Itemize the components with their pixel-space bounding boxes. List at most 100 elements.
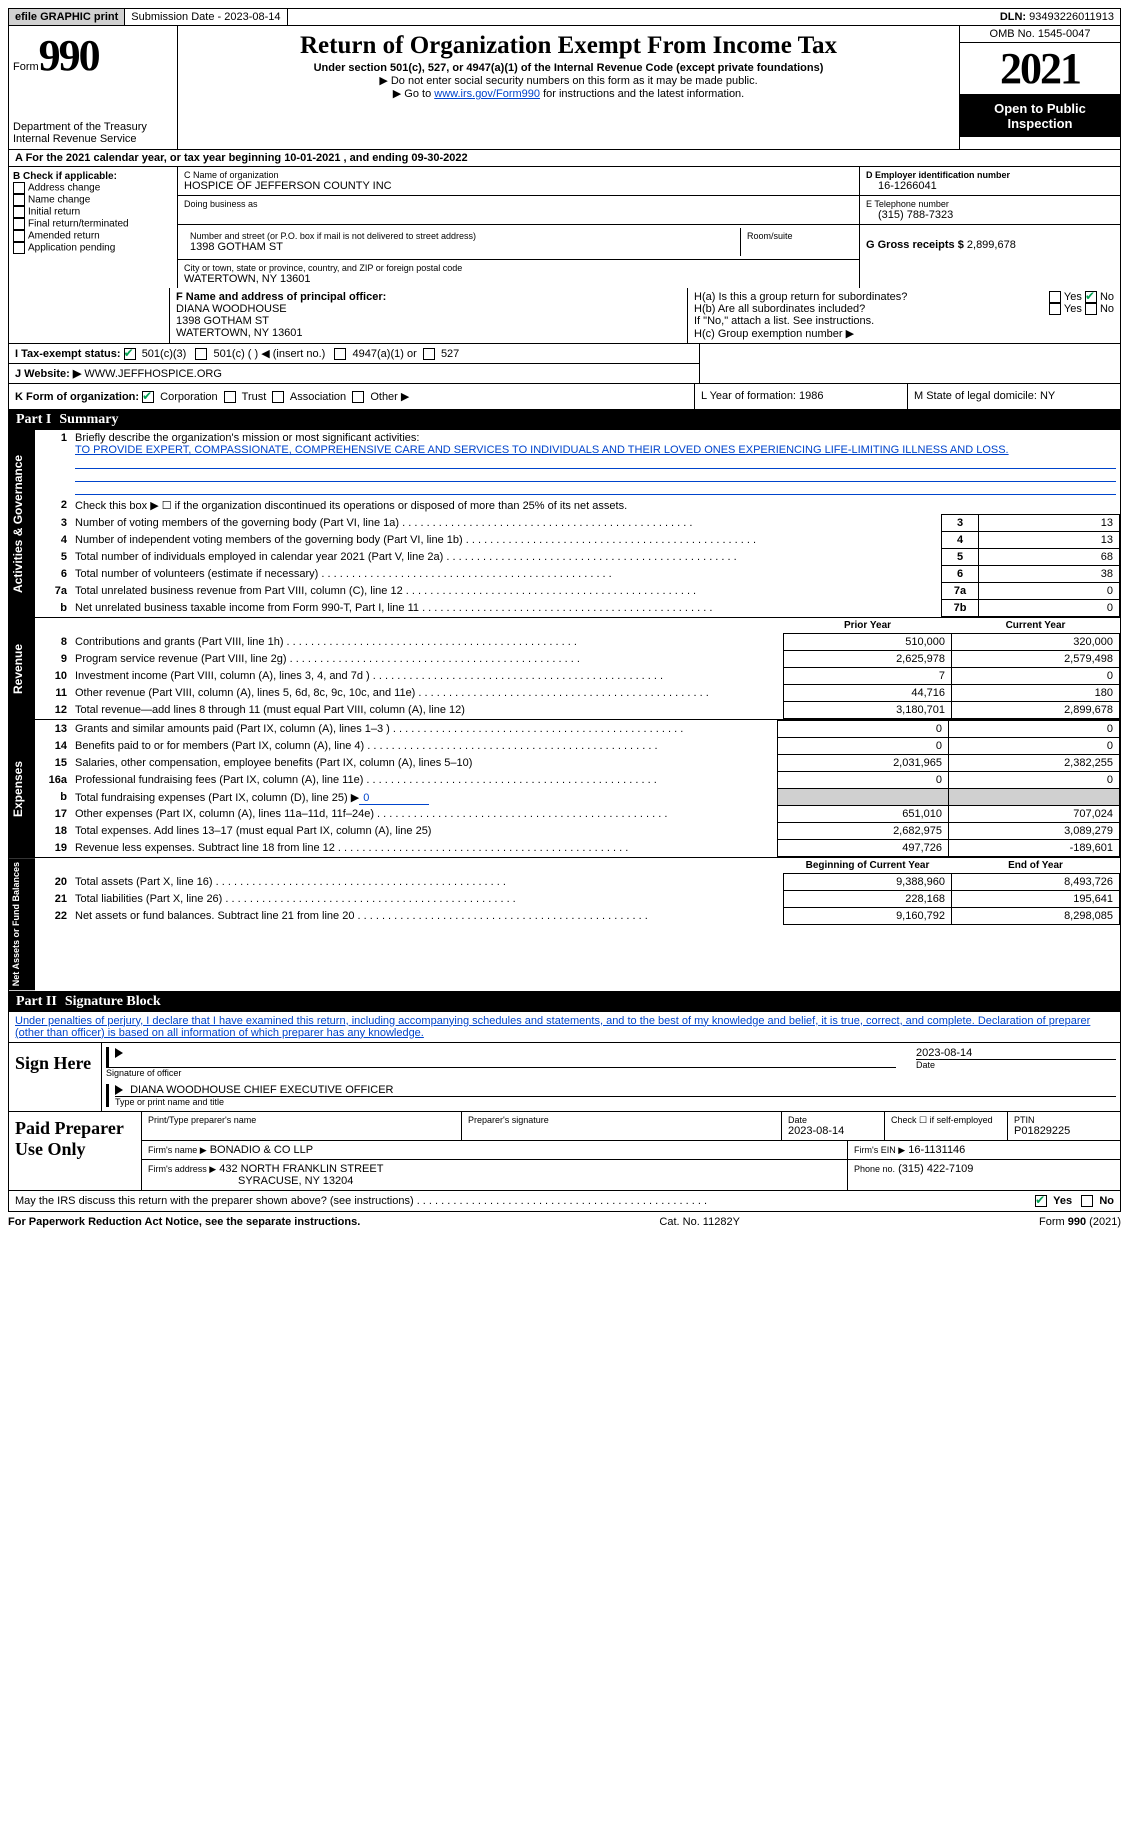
line18-current: 3,089,279 (949, 823, 1120, 840)
h-b-label: H(b) Are all subordinates included? (694, 303, 865, 315)
checkbox-trust[interactable] (224, 391, 236, 403)
checkbox-ha-yes[interactable] (1049, 291, 1061, 303)
label-yes-2: Yes (1064, 303, 1082, 315)
checkbox-association[interactable] (272, 391, 284, 403)
line6-label: Total number of volunteers (estimate if … (71, 566, 942, 583)
checkbox-name-change[interactable] (13, 194, 25, 206)
label-type-print: Type or print name and title (115, 1097, 1116, 1107)
line3-value: 13 (979, 515, 1120, 532)
label-firm-name: Firm's name ▶ (148, 1145, 207, 1155)
officer-name-title: DIANA WOODHOUSE CHIEF EXECUTIVE OFFICER (130, 1084, 393, 1096)
vtab-expenses: Expenses (9, 720, 35, 857)
dba-value (184, 209, 853, 221)
checkbox-4947[interactable] (334, 348, 346, 360)
checkbox-ha-no[interactable] (1085, 291, 1097, 303)
dept-treasury: Department of the Treasury Internal Reve… (13, 121, 173, 145)
label-principal-officer: F Name and address of principal officer: (176, 291, 386, 303)
checkbox-final-return[interactable] (13, 218, 25, 230)
line14-current: 0 (949, 738, 1120, 755)
checkbox-hb-yes[interactable] (1049, 303, 1061, 315)
row-a-tax-year: A For the 2021 calendar year, or tax yea… (8, 150, 1121, 167)
h-c-label: H(c) Group exemption number ▶ (694, 327, 1114, 340)
label-tax-status: I Tax-exempt status: (15, 348, 121, 360)
ein-value: 16-1266041 (866, 180, 1114, 192)
line19-label: Revenue less expenses. Subtract line 18 … (71, 840, 778, 857)
label-name-change: Name change (28, 195, 90, 206)
label-preparer-name: Print/Type preparer's name (148, 1115, 455, 1125)
checkbox-amended-return[interactable] (13, 230, 25, 242)
checkbox-discuss-yes[interactable] (1035, 1195, 1047, 1207)
label-address-change: Address change (28, 183, 100, 194)
tax-year: 2021 (960, 43, 1120, 95)
label-gross-receipts: G Gross receipts $ (866, 239, 964, 251)
mission-text[interactable]: TO PROVIDE EXPERT, COMPASSIONATE, COMPRE… (75, 444, 1009, 456)
line21-end: 195,641 (952, 891, 1120, 908)
line19-current: -189,601 (949, 840, 1120, 857)
note-goto: ▶ Go to www.irs.gov/Form990 for instruct… (186, 87, 951, 100)
note-goto-post: for instructions and the latest informat… (540, 88, 744, 100)
h-b-note: If "No," attach a list. See instructions… (694, 315, 1114, 327)
k-l-m-row: K Form of organization: Corporation Trus… (8, 384, 1121, 410)
page-footer: For Paperwork Reduction Act Notice, see … (8, 1212, 1121, 1232)
sign-here-block: Sign Here Signature of officer 2023-08-1… (8, 1043, 1121, 1112)
line13-current: 0 (949, 721, 1120, 738)
label-phone: E Telephone number (866, 199, 1114, 209)
line22-label: Net assets or fund balances. Subtract li… (71, 908, 784, 925)
checkbox-discuss-no[interactable] (1081, 1195, 1093, 1207)
irs-link[interactable]: www.irs.gov/Form990 (434, 88, 540, 100)
line5-label: Total number of individuals employed in … (71, 549, 942, 566)
line17-prior: 651,010 (778, 806, 949, 823)
label-ein: D Employer identification number (866, 170, 1010, 180)
line21-label: Total liabilities (Part X, line 26) (71, 891, 784, 908)
penalty-text[interactable]: Under penalties of perjury, I declare th… (15, 1015, 1090, 1039)
label-final-return: Final return/terminated (28, 219, 129, 230)
note-ssn: ▶ Do not enter social security numbers o… (186, 74, 951, 87)
website-value: WWW.JEFFHOSPICE.ORG (84, 368, 222, 380)
line1-label: Briefly describe the organization's miss… (75, 432, 419, 444)
checkbox-501c[interactable] (195, 348, 207, 360)
arrow-icon-2 (115, 1085, 123, 1095)
label-corporation: Corporation (160, 391, 217, 403)
line7a-label: Total unrelated business revenue from Pa… (71, 583, 942, 600)
line19-prior: 497,726 (778, 840, 949, 857)
line15-prior: 2,031,965 (778, 755, 949, 772)
sign-here-label: Sign Here (9, 1043, 102, 1111)
line9-label: Program service revenue (Part VIII, line… (71, 651, 784, 668)
label-discuss-no: No (1099, 1195, 1114, 1207)
line10-prior: 7 (784, 668, 952, 685)
checkbox-527[interactable] (423, 348, 435, 360)
line22-end: 8,298,085 (952, 908, 1120, 925)
topbar: efile GRAPHIC print Submission Date - 20… (8, 8, 1121, 26)
line8-prior: 510,000 (784, 634, 952, 651)
line3-label: Number of voting members of the governin… (71, 515, 942, 532)
label-sig-officer: Signature of officer (106, 1068, 896, 1078)
efile-print-button[interactable]: efile GRAPHIC print (9, 9, 125, 25)
discuss-row: May the IRS discuss this return with the… (8, 1191, 1121, 1212)
checkbox-initial-return[interactable] (13, 206, 25, 218)
prep-date: 2023-08-14 (788, 1125, 844, 1137)
line11-current: 180 (952, 685, 1120, 702)
line12-prior: 3,180,701 (784, 702, 952, 719)
line13-label: Grants and similar amounts paid (Part IX… (71, 721, 778, 738)
line20-end: 8,493,726 (952, 874, 1120, 891)
line11-label: Other revenue (Part VIII, column (A), li… (71, 685, 784, 702)
part-i-title: Summary (59, 412, 118, 428)
checkbox-hb-no[interactable] (1085, 303, 1097, 315)
checkbox-501c3[interactable] (124, 348, 136, 360)
f-h-row: F Name and address of principal officer:… (8, 288, 1121, 344)
line2-text: Check this box ▶ ☐ if the organization d… (71, 497, 1120, 515)
firm-phone: (315) 422-7109 (898, 1163, 973, 1175)
note-goto-pre: ▶ Go to (393, 88, 434, 100)
gross-receipts: 2,899,678 (967, 239, 1016, 251)
line10-label: Investment income (Part VIII, column (A)… (71, 668, 784, 685)
checkbox-other[interactable] (352, 391, 364, 403)
checkbox-application-pending[interactable] (13, 242, 25, 254)
col-c-org-info: C Name of organization HOSPICE OF JEFFER… (178, 167, 860, 288)
checkbox-address-change[interactable] (13, 182, 25, 194)
label-dba: Doing business as (184, 199, 853, 209)
label-no-2: No (1100, 303, 1114, 315)
label-city: City or town, state or province, country… (184, 263, 853, 273)
checkbox-corporation[interactable] (142, 391, 154, 403)
discuss-text: May the IRS discuss this return with the… (15, 1195, 1035, 1207)
line10-current: 0 (952, 668, 1120, 685)
